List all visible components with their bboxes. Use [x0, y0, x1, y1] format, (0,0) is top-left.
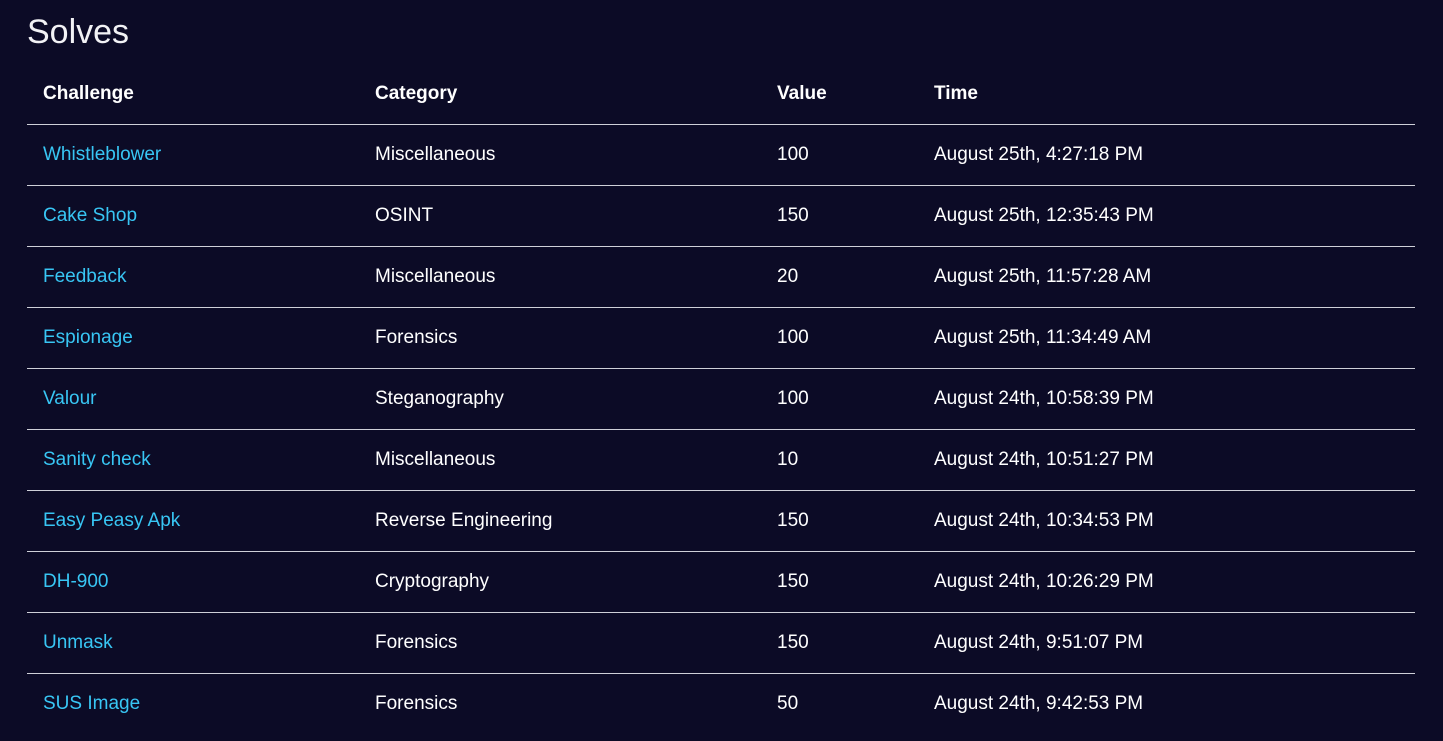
table-row: Feedback Miscellaneous 20 August 25th, 1… [27, 246, 1415, 308]
time-cell: August 24th, 10:51:27 PM [918, 429, 1415, 491]
challenge-cell: Whistleblower [27, 124, 359, 186]
time-cell: August 24th, 9:51:07 PM [918, 612, 1415, 674]
category-cell: Forensics [359, 307, 761, 369]
table-row: Easy Peasy Apk Reverse Engineering 150 A… [27, 490, 1415, 552]
challenge-cell: SUS Image [27, 674, 359, 735]
value-cell: 50 [777, 693, 799, 714]
challenge-cell: Unmask [27, 612, 359, 674]
value-cell: 100 [761, 124, 918, 186]
category-cell: Forensics [359, 612, 761, 674]
value-cell: 150 [761, 490, 918, 552]
time-cell: August 25th, 12:35:43 PM [918, 185, 1415, 247]
category-cell: Cryptography [359, 551, 761, 613]
table-row: Espionage Forensics 100 August 25th, 11:… [27, 307, 1415, 369]
time-cell: August 25th, 11:34:49 AM [918, 307, 1415, 369]
time-cell: August 24th, 10:58:39 PM [918, 368, 1415, 430]
category-cell: Miscellaneous [359, 124, 761, 186]
challenge-cell: Valour [27, 368, 359, 430]
challenge-link[interactable]: Easy Peasy Apk [43, 510, 181, 531]
challenge-link[interactable]: Feedback [43, 266, 127, 287]
header-category: Category [359, 63, 761, 125]
challenge-link[interactable]: Unmask [43, 632, 113, 653]
table-row: SUS Image Forensics 50 August 24th, 9:42… [27, 674, 1415, 735]
table-row: Whistleblower Miscellaneous 100 August 2… [27, 124, 1415, 186]
value-cell: 150 [761, 185, 918, 247]
value-cell: 100 [761, 368, 918, 430]
header-value: Value [761, 63, 918, 125]
category-cell: Forensics [375, 693, 458, 714]
challenge-link[interactable]: Sanity check [43, 449, 151, 470]
challenge-cell: DH-900 [27, 551, 359, 613]
time-cell: August 25th, 11:57:28 AM [918, 246, 1415, 308]
challenge-link[interactable]: SUS Image [43, 693, 141, 714]
table-header-row: Challenge Category Value Time [27, 63, 1415, 125]
value-cell: 150 [761, 551, 918, 613]
time-cell: August 24th, 9:42:53 PM [934, 693, 1144, 714]
challenge-link[interactable]: Cake Shop [43, 205, 138, 226]
category-cell: Steganography [359, 368, 761, 430]
challenge-cell: Espionage [27, 307, 359, 369]
value-cell: 100 [761, 307, 918, 369]
header-time: Time [918, 63, 1415, 125]
challenge-cell: Sanity check [27, 429, 359, 491]
header-challenge: Challenge [27, 63, 359, 125]
value-cell: 150 [761, 612, 918, 674]
category-cell: OSINT [359, 185, 761, 247]
time-cell: August 24th, 10:34:53 PM [918, 490, 1415, 552]
time-cell: August 25th, 4:27:18 PM [918, 124, 1415, 186]
table-row: Sanity check Miscellaneous 10 August 24t… [27, 429, 1415, 491]
category-cell: Reverse Engineering [359, 490, 761, 552]
table-row: Cake Shop OSINT 150 August 25th, 12:35:4… [27, 185, 1415, 247]
challenge-cell: Easy Peasy Apk [27, 490, 359, 552]
table-row: DH-900 Cryptography 150 August 24th, 10:… [27, 551, 1415, 613]
category-cell: Miscellaneous [359, 246, 761, 308]
challenge-link[interactable]: Whistleblower [43, 144, 162, 165]
table-row: Unmask Forensics 150 August 24th, 9:51:0… [27, 612, 1415, 674]
challenge-cell: Feedback [27, 246, 359, 308]
solves-table: Challenge Category Value Time Whistleblo… [27, 63, 1415, 734]
value-cell: 20 [761, 246, 918, 308]
time-cell: August 24th, 10:26:29 PM [918, 551, 1415, 613]
table-row: Valour Steganography 100 August 24th, 10… [27, 368, 1415, 430]
category-cell: Miscellaneous [359, 429, 761, 491]
value-cell: 10 [761, 429, 918, 491]
page-title: Solves [27, 13, 130, 51]
challenge-cell: Cake Shop [27, 185, 359, 247]
challenge-link[interactable]: Valour [43, 388, 97, 409]
challenge-link[interactable]: Espionage [43, 327, 133, 348]
challenge-link[interactable]: DH-900 [43, 571, 109, 592]
